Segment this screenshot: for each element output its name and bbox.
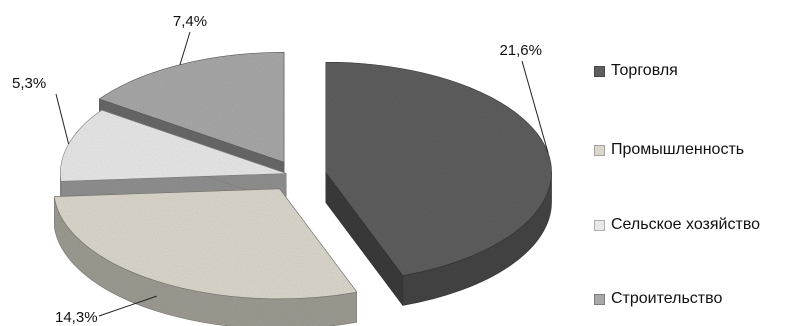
data-label: 21,6%	[499, 42, 542, 59]
legend-swatch	[594, 144, 605, 156]
legend-label: Промышленность	[611, 141, 745, 158]
legend-label: Сельское хозяйство	[611, 216, 761, 233]
legend-item-torgovlya: Торговля	[594, 62, 678, 80]
leader-lines	[55, 31, 549, 317]
leader-line	[55, 93, 70, 145]
legend-item-stroitelstvo: Строительство	[594, 290, 722, 308]
pie-slice	[53, 187, 358, 326]
legend-item-selskoe-hozyaystvo: Сельское хозяйство	[594, 216, 760, 234]
legend-swatch	[594, 65, 605, 77]
leader-line	[98, 295, 157, 317]
pie-slice-top	[60, 109, 287, 182]
data-label: 5,3%	[12, 75, 46, 92]
legend-label: Строительство	[611, 290, 723, 307]
pie-chart-svg: 21,6% 14,3% 5,3% 7,4%	[12, 13, 552, 326]
data-label: 14,3%	[55, 309, 98, 326]
pie-slice-top	[53, 188, 358, 300]
pie-slice	[325, 61, 552, 307]
legend: Торговля Промышленность Сельское хозяйст…	[594, 0, 810, 326]
data-labels: 21,6% 14,3% 5,3% 7,4%	[12, 13, 542, 326]
leader-line	[179, 31, 191, 65]
pie-slices	[53, 52, 552, 326]
leader-line	[521, 60, 549, 154]
legend-swatch	[594, 293, 605, 305]
legend-swatch	[594, 219, 605, 231]
legend-label: Торговля	[611, 62, 678, 79]
data-label: 7,4%	[173, 13, 207, 30]
legend-item-promyshlennost: Промышленность	[594, 141, 744, 159]
